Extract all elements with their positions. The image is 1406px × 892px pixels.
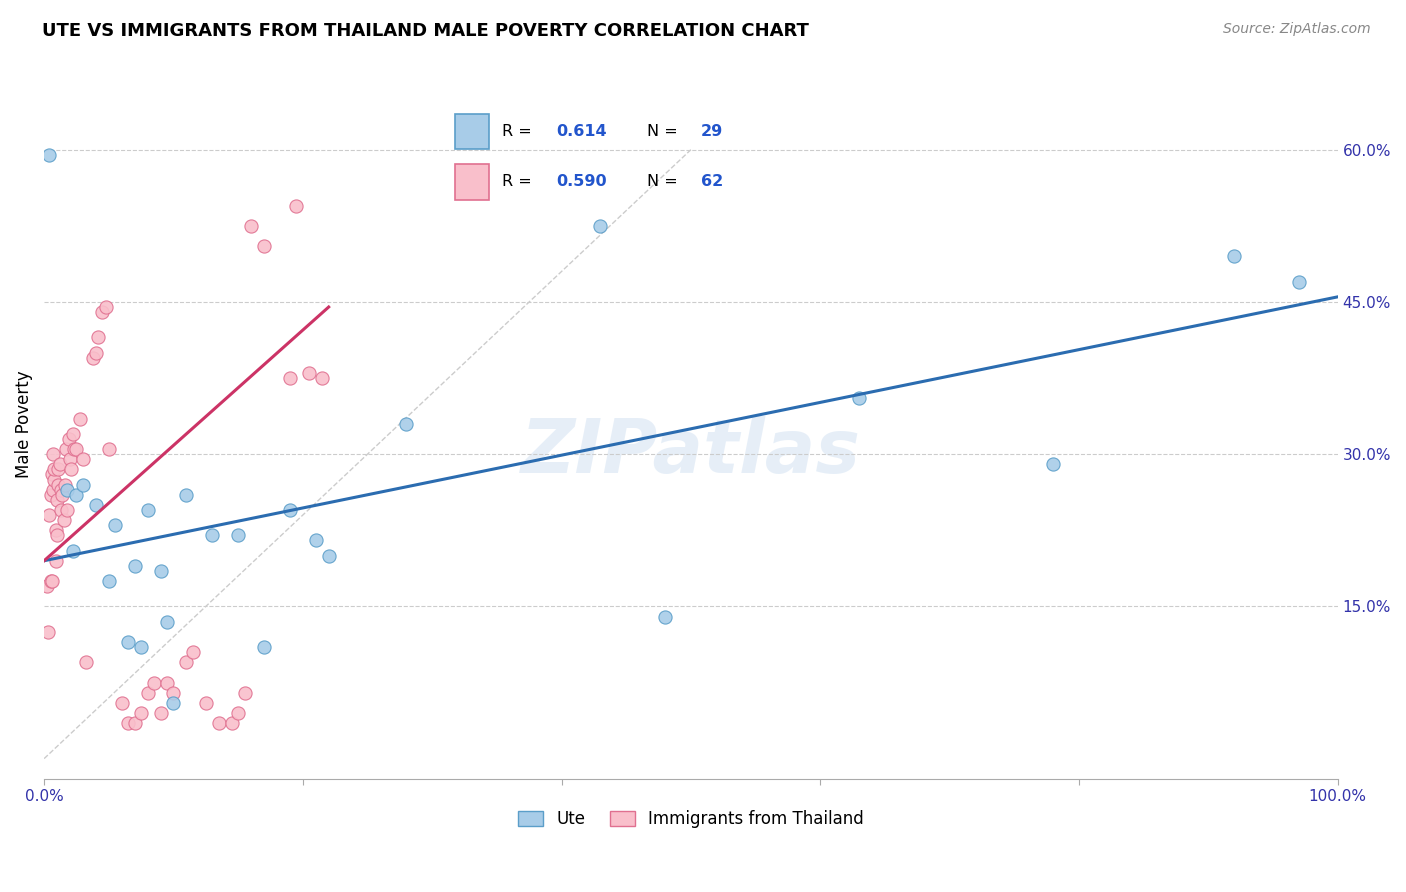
Point [55, 442, 77, 456]
Point [46, 477, 69, 491]
Point [51, 488, 73, 502]
Point [87, 330, 110, 344]
Point [60, 462, 83, 476]
Point [65, 488, 87, 502]
Point [848, 392, 870, 406]
Point [104, 518, 127, 533]
Point [97, 574, 120, 588]
Point [278, 371, 301, 385]
Point [69, 411, 91, 425]
Point [318, 549, 340, 563]
Point [62, 426, 84, 441]
Y-axis label: Male Poverty: Male Poverty [15, 370, 32, 477]
Point [240, 219, 263, 233]
Point [49, 503, 72, 517]
Point [46, 492, 69, 507]
Text: UTE VS IMMIGRANTS FROM THAILAND MALE POVERTY CORRELATION CHART: UTE VS IMMIGRANTS FROM THAILAND MALE POV… [42, 22, 808, 40]
Point [176, 655, 198, 669]
Point [285, 198, 308, 212]
Point [253, 640, 276, 654]
Point [129, 640, 152, 654]
Point [149, 564, 172, 578]
Point [53, 477, 76, 491]
Point [181, 645, 204, 659]
Point [654, 609, 676, 624]
Point [46, 462, 69, 476]
Point [129, 706, 152, 720]
Point [194, 696, 217, 710]
Point [298, 366, 321, 380]
Point [226, 528, 249, 542]
Point [45, 523, 67, 537]
Point [156, 615, 179, 629]
Point [84, 498, 107, 512]
Point [56, 483, 79, 497]
Point [233, 686, 256, 700]
Point [46, 528, 69, 542]
Point [162, 686, 184, 700]
Point [91, 305, 114, 319]
Point [143, 675, 166, 690]
Point [72, 452, 94, 467]
Point [38, 148, 60, 162]
Point [395, 417, 418, 431]
Point [59, 452, 82, 467]
Point [39, 488, 62, 502]
Point [39, 574, 62, 588]
Point [156, 675, 179, 690]
Point [117, 635, 139, 649]
Point [35, 579, 58, 593]
Point [72, 477, 94, 491]
Point [48, 458, 70, 472]
Point [58, 432, 80, 446]
Point [63, 442, 86, 456]
Point [111, 696, 134, 710]
Point [278, 503, 301, 517]
Point [117, 716, 139, 731]
Point [42, 483, 65, 497]
Point [1042, 458, 1064, 472]
Point [221, 716, 243, 731]
Point [136, 686, 159, 700]
Point [52, 513, 75, 527]
Point [1288, 275, 1310, 289]
Point [75, 655, 97, 669]
Point [124, 558, 146, 573]
Point [226, 706, 249, 720]
Point [42, 447, 65, 461]
Point [124, 716, 146, 731]
Point [65, 442, 87, 456]
Point [201, 528, 224, 542]
Point [97, 442, 120, 456]
Point [589, 219, 612, 233]
Point [38, 508, 60, 522]
Point [82, 351, 104, 365]
Point [136, 503, 159, 517]
Legend: Ute, Immigrants from Thailand: Ute, Immigrants from Thailand [510, 803, 870, 835]
Point [162, 696, 184, 710]
Point [84, 345, 107, 359]
Point [311, 371, 333, 385]
Point [41, 574, 63, 588]
Point [253, 239, 276, 253]
Point [44, 462, 66, 476]
Point [305, 533, 328, 548]
Point [44, 473, 66, 487]
Point [45, 554, 67, 568]
Point [149, 706, 172, 720]
Point [208, 716, 231, 731]
Point [41, 467, 63, 482]
Text: Source: ZipAtlas.com: Source: ZipAtlas.com [1223, 22, 1371, 37]
Text: ZIPatlas: ZIPatlas [520, 416, 860, 489]
Point [96, 300, 118, 314]
Point [49, 483, 72, 497]
Point [176, 488, 198, 502]
Point [1223, 249, 1246, 263]
Point [62, 543, 84, 558]
Point [37, 624, 59, 639]
Point [56, 503, 79, 517]
